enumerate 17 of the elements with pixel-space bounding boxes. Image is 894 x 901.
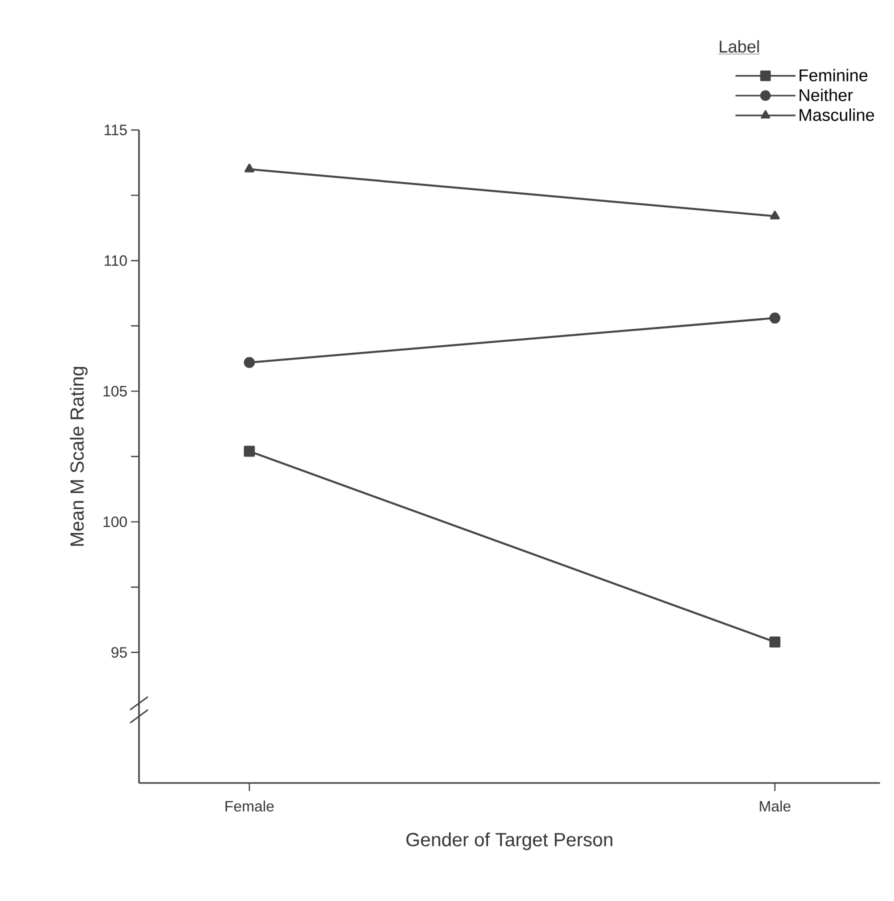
point [769,312,780,324]
y-tick-label: 115 [104,124,127,136]
legend-label: Masculine [800,108,874,122]
point [244,446,255,457]
y-tick-label: 100 [104,516,127,528]
y-tick-label: 105 [104,386,127,396]
y-axis-title: Mean M Scale Rating [70,366,88,546]
legend-title: Label [720,40,759,53]
legend-label: Neither [800,88,853,102]
y-tick-label: 110 [104,255,127,266]
x-tick-label: Female [226,800,274,812]
x-tick-label: Male [760,800,790,812]
x-axis-title: Gender of Target Person [406,832,612,850]
point [244,356,255,368]
y-tick-label: 95 [111,647,127,658]
legend-label: Feminine [800,68,868,82]
point [769,636,780,648]
